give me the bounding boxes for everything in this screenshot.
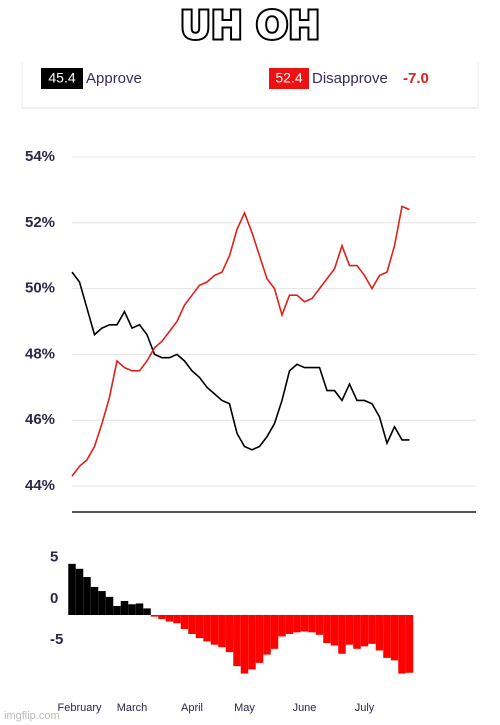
bar — [330, 615, 339, 646]
series-line — [71, 271, 410, 451]
bar — [390, 615, 399, 661]
y-tick-label: 46% — [25, 411, 55, 428]
bar — [398, 615, 406, 674]
y-tick-label: 48% — [25, 345, 55, 362]
disapprove-badge — [269, 68, 309, 89]
bar — [83, 577, 91, 615]
bar — [128, 604, 136, 615]
bar — [315, 615, 324, 635]
bar — [368, 615, 376, 644]
y-tick-label: 52% — [25, 214, 55, 231]
approve-label: Approve — [86, 70, 142, 87]
bar — [195, 615, 204, 639]
bar — [383, 615, 391, 658]
bar — [345, 615, 354, 645]
bar — [270, 615, 279, 649]
y-tick-label: 0 — [50, 590, 58, 607]
bar — [263, 615, 271, 655]
x-tick-label: May — [234, 702, 255, 714]
bar — [353, 615, 361, 649]
bar — [143, 608, 151, 615]
bar — [135, 603, 144, 615]
bar — [308, 615, 316, 633]
bar — [225, 615, 234, 653]
bar — [120, 600, 129, 615]
bar — [285, 615, 294, 634]
bar — [98, 591, 106, 615]
x-tick-label: March — [117, 702, 148, 714]
bar — [210, 615, 219, 645]
bar — [240, 615, 249, 674]
x-tick-label: April — [181, 702, 203, 714]
net-value: -7.0 — [403, 70, 429, 87]
bar — [360, 615, 369, 647]
bar — [113, 605, 121, 615]
bar — [158, 615, 166, 620]
bar — [218, 615, 226, 648]
x-tick-label: July — [355, 702, 375, 714]
bar — [405, 615, 414, 673]
bar — [90, 586, 99, 615]
bar — [203, 615, 211, 642]
y-tick-label: 54% — [25, 148, 55, 165]
bar — [233, 615, 241, 667]
y-tick-label: 44% — [25, 477, 55, 494]
bar — [375, 615, 384, 651]
bar — [105, 596, 114, 615]
bar — [293, 615, 301, 633]
bar — [180, 615, 189, 630]
bar — [173, 615, 181, 624]
bar — [68, 563, 76, 615]
approve-badge — [41, 68, 83, 89]
bar — [188, 615, 196, 634]
bar — [248, 615, 256, 670]
series-line — [71, 205, 410, 477]
bar — [300, 615, 309, 632]
disapprove-value: 52.4 — [275, 70, 302, 86]
approve-value: 45.4 — [48, 70, 75, 86]
bar — [150, 615, 159, 617]
bar — [255, 615, 264, 663]
bar — [75, 568, 84, 615]
y-tick-label: 50% — [25, 280, 55, 297]
x-tick-label: June — [293, 702, 317, 714]
bar — [323, 615, 331, 644]
bar — [165, 615, 174, 622]
bar — [338, 615, 346, 654]
bar — [278, 615, 286, 637]
disapprove-label: Disapprove — [312, 70, 388, 87]
y-tick-label: -5 — [50, 631, 63, 648]
meme-caption: UH OH — [180, 4, 320, 48]
x-tick-label: February — [57, 702, 102, 714]
y-tick-label: 5 — [50, 549, 58, 566]
watermark: imgflip.com — [4, 710, 60, 722]
